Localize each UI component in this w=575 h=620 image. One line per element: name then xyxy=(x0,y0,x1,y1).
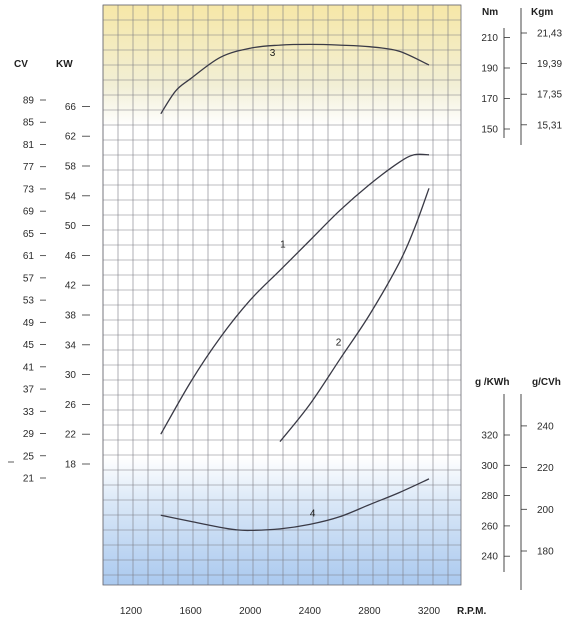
x-tick-label: 2000 xyxy=(239,606,262,617)
gkwh-axis-unit: g /KWh xyxy=(475,377,509,388)
kw-tick-label: 38 xyxy=(65,311,77,322)
curve-3 xyxy=(160,43,430,115)
axes xyxy=(8,8,527,590)
x-tick-label: 2800 xyxy=(358,606,381,617)
kgm-tick-label: 21,43 xyxy=(537,29,562,40)
nm-axis-unit: Nm xyxy=(482,7,498,18)
gcvh-tick-label: 240 xyxy=(537,421,554,432)
cv-tick-label: 73 xyxy=(23,184,35,195)
curve-4-label: 4 xyxy=(310,509,316,520)
kgm-axis-unit: Kgm xyxy=(531,7,553,18)
cv-tick-label: 61 xyxy=(23,251,35,262)
nm-tick-label: 210 xyxy=(481,33,498,44)
curve-2-label: 2 xyxy=(336,337,342,348)
kw-tick-label: 42 xyxy=(65,281,77,292)
cv-tick-label: 65 xyxy=(23,229,35,240)
kgm-tick-label: 19,39 xyxy=(537,59,562,70)
cv-tick-label: 49 xyxy=(23,318,35,329)
cv-tick-label: 85 xyxy=(23,118,35,129)
gcvh-axis-unit: g/CVh xyxy=(532,377,561,388)
curve-1 xyxy=(160,153,430,435)
nm-tick-label: 190 xyxy=(481,64,498,75)
cv-tick-label: 21 xyxy=(23,474,35,485)
curve-3-label: 3 xyxy=(270,48,276,59)
nm-tick-label: 170 xyxy=(481,94,498,105)
curve-4 xyxy=(160,478,430,532)
gcvh-tick-label: 220 xyxy=(537,463,554,474)
kw-axis-unit: KW xyxy=(56,59,73,70)
cv-tick-label: 33 xyxy=(23,407,35,418)
gkwh-tick-label: 240 xyxy=(481,552,498,563)
kw-tick-label: 62 xyxy=(65,132,77,143)
kw-tick-label: 30 xyxy=(65,370,77,381)
kgm-tick-label: 15,31 xyxy=(537,120,562,131)
cv-tick-label: 25 xyxy=(23,451,35,462)
kw-tick-label: 54 xyxy=(65,191,77,202)
gkwh-tick-label: 300 xyxy=(481,461,498,472)
x-tick-label: 2400 xyxy=(299,606,322,617)
curves xyxy=(160,43,430,532)
gcvh-tick-label: 200 xyxy=(537,505,554,516)
tick-labels: CV898581777369656157534945413733292521KW… xyxy=(14,7,562,617)
kw-tick-label: 50 xyxy=(65,221,77,232)
cv-tick-label: 57 xyxy=(23,273,35,284)
kw-tick-label: 66 xyxy=(65,102,77,113)
kw-tick-label: 18 xyxy=(65,460,77,471)
cv-tick-label: 81 xyxy=(23,140,35,151)
gkwh-tick-label: 320 xyxy=(481,431,498,442)
nm-tick-label: 150 xyxy=(481,125,498,136)
x-axis-label: R.P.M. xyxy=(457,606,486,617)
cv-tick-label: 29 xyxy=(23,429,35,440)
cv-tick-label: 53 xyxy=(23,296,35,307)
kw-tick-label: 26 xyxy=(65,400,77,411)
cv-tick-label: 89 xyxy=(23,96,35,107)
x-tick-label: 1200 xyxy=(120,606,143,617)
curve-1-label: 1 xyxy=(280,239,286,250)
x-tick-label: 1600 xyxy=(179,606,202,617)
cv-tick-label: 41 xyxy=(23,362,35,373)
kw-tick-label: 58 xyxy=(65,162,77,173)
x-tick-label: 3200 xyxy=(418,606,441,617)
cv-tick-label: 69 xyxy=(23,207,35,218)
kw-tick-label: 34 xyxy=(65,340,77,351)
cv-tick-label: 77 xyxy=(23,162,35,173)
plot-background xyxy=(103,5,461,585)
cv-axis-unit: CV xyxy=(14,59,28,70)
gkwh-tick-label: 280 xyxy=(481,491,498,502)
kgm-tick-label: 17,35 xyxy=(537,90,562,101)
kw-tick-label: 22 xyxy=(65,430,77,441)
plot-border xyxy=(102,4,462,586)
curve-2 xyxy=(279,188,430,443)
gcvh-tick-label: 180 xyxy=(537,547,554,558)
cv-tick-label: 45 xyxy=(23,340,35,351)
cv-tick-label: 37 xyxy=(23,385,35,396)
grid xyxy=(102,4,462,586)
gkwh-tick-label: 260 xyxy=(481,521,498,532)
kw-tick-label: 46 xyxy=(65,251,77,262)
